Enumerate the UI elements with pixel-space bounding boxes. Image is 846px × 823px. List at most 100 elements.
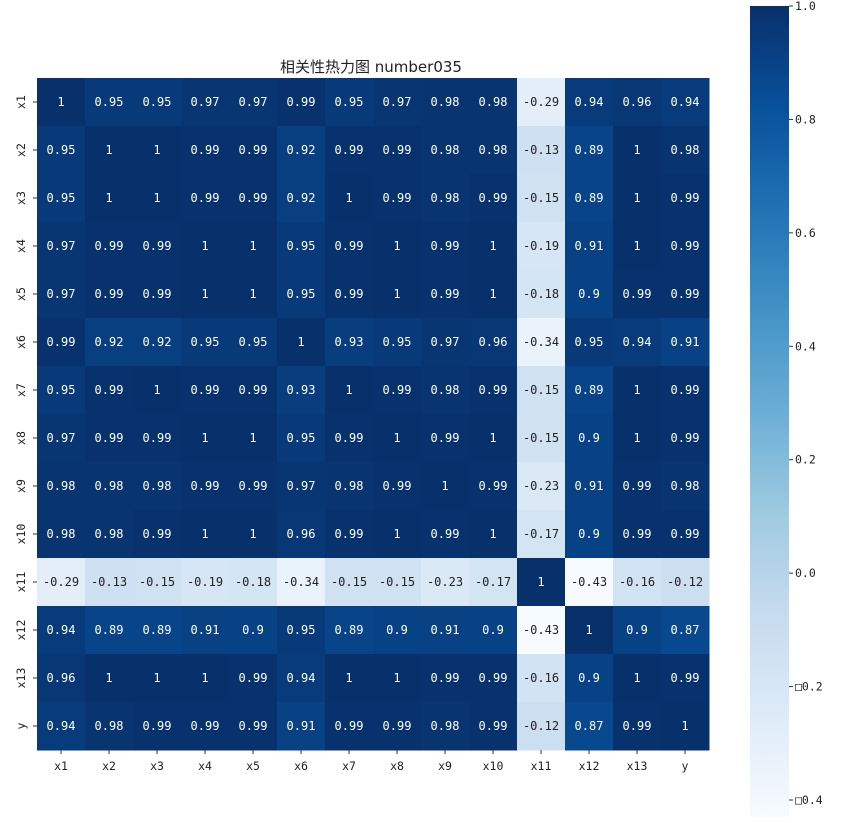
- heatmap-cell: [421, 510, 470, 559]
- cell-value-label: 1: [105, 143, 112, 157]
- cell-value-label: 0.99: [95, 239, 124, 253]
- heatmap-cell: [37, 558, 86, 607]
- heatmap-cell: [133, 462, 182, 511]
- heatmap-cell: [565, 126, 614, 175]
- cell-value-label: 0.99: [335, 719, 364, 733]
- heatmap-cell: [661, 510, 710, 559]
- cell-value-label: 0.99: [671, 527, 700, 541]
- colorbar-tick-label: 1.0: [795, 0, 816, 13]
- x-tick-label: x11: [531, 759, 552, 773]
- heatmap-cell: [181, 318, 230, 367]
- cell-value-label: -0.12: [667, 575, 703, 589]
- heatmap-cell: [37, 222, 86, 271]
- heatmap-cell: [373, 78, 422, 127]
- cell-value-label: 0.94: [47, 719, 76, 733]
- heatmap-cell: [613, 654, 662, 703]
- cell-value-label: 0.9: [626, 623, 648, 637]
- y-tick-label: x4: [14, 239, 28, 253]
- cell-value-label: 0.9: [386, 623, 408, 637]
- heatmap-cell: [565, 654, 614, 703]
- heatmap-cell: [517, 126, 566, 175]
- cell-value-label: 0.98: [671, 143, 700, 157]
- heatmap-cell: [325, 270, 374, 319]
- heatmap-cell: [85, 558, 134, 607]
- cell-value-label: 0.98: [95, 719, 124, 733]
- cell-value-label: -0.16: [619, 575, 655, 589]
- x-tick-label: x3: [150, 759, 164, 773]
- heatmap-cell: [277, 318, 326, 367]
- cell-value-label: 0.91: [671, 335, 700, 349]
- cell-value-label: 0.99: [335, 287, 364, 301]
- heatmap-cell: [517, 606, 566, 655]
- cell-value-label: 0.89: [335, 623, 364, 637]
- cell-value-label: -0.18: [523, 287, 559, 301]
- cell-value-label: 0.96: [479, 335, 508, 349]
- cell-value-label: 0.99: [143, 239, 172, 253]
- cell-value-label: 0.97: [431, 335, 460, 349]
- cell-value-label: 0.89: [95, 623, 124, 637]
- cell-value-label: 0.99: [479, 383, 508, 397]
- cell-value-label: 0.95: [575, 335, 604, 349]
- heatmap-cell: [37, 702, 86, 751]
- cell-value-label: 0.94: [575, 95, 604, 109]
- cell-value-label: 1: [153, 191, 160, 205]
- cell-value-label: 1: [633, 383, 640, 397]
- heatmap-cell: [421, 270, 470, 319]
- heatmap-cell: [613, 318, 662, 367]
- cell-value-label: 0.97: [47, 431, 76, 445]
- heatmap-cell: [661, 462, 710, 511]
- heatmap-cell: [85, 462, 134, 511]
- heatmap-cell: [661, 366, 710, 415]
- cell-value-label: 0.99: [671, 431, 700, 445]
- cell-value-label: 0.98: [431, 719, 460, 733]
- cell-value-label: 1: [57, 95, 64, 109]
- cell-value-label: 0.95: [287, 431, 316, 445]
- heatmap-cell: [613, 606, 662, 655]
- cell-value-label: 1: [585, 623, 592, 637]
- cell-value-label: 0.91: [191, 623, 220, 637]
- heatmap-cell: [661, 606, 710, 655]
- heatmap-cell: [325, 126, 374, 175]
- cell-value-label: 0.98: [143, 479, 172, 493]
- heatmap-cell: [469, 366, 518, 415]
- heatmap-cell: [613, 126, 662, 175]
- cell-value-label: 0.9: [578, 431, 600, 445]
- cell-value-label: 0.99: [383, 143, 412, 157]
- heatmap-cell: [85, 366, 134, 415]
- cell-value-label: 1: [201, 527, 208, 541]
- heatmap-cell: [661, 414, 710, 463]
- cell-value-label: 0.97: [239, 95, 268, 109]
- heatmap-cell: [421, 366, 470, 415]
- cell-value-label: 1: [153, 671, 160, 685]
- cell-value-label: 1: [633, 191, 640, 205]
- y-tick-label: x12: [14, 620, 28, 641]
- heatmap-cell: [565, 318, 614, 367]
- cell-value-label: 0.99: [431, 239, 460, 253]
- cell-value-label: 0.99: [143, 527, 172, 541]
- cell-value-label: -0.12: [523, 719, 559, 733]
- cell-value-label: 0.95: [335, 95, 364, 109]
- heatmap-cell: [325, 462, 374, 511]
- x-axis-ticks: x1 x2 x3 x4 x5 x6 x7 x8 x9 x10 x11 x12 x13 y: [54, 750, 689, 773]
- heatmap-cell: [421, 654, 470, 703]
- cell-value-label: 1: [249, 239, 256, 253]
- cell-value-label: -0.43: [571, 575, 607, 589]
- cell-value-label: 0.99: [383, 191, 412, 205]
- cell-value-label: 0.9: [242, 623, 264, 637]
- heatmap-cell: [133, 78, 182, 127]
- cell-value-label: 0.94: [671, 95, 700, 109]
- y-tick-label: x13: [14, 668, 28, 689]
- cell-value-label: 1: [201, 239, 208, 253]
- cell-value-label: 0.99: [431, 287, 460, 301]
- colorbar-tick-label: □0.2: [795, 680, 823, 694]
- cell-value-label: 0.96: [623, 95, 652, 109]
- heatmap-cell: [373, 366, 422, 415]
- cell-value-label: 0.94: [287, 671, 316, 685]
- heatmap-cell: [517, 270, 566, 319]
- heatmap-cell: [133, 366, 182, 415]
- heatmap-cell: [517, 654, 566, 703]
- heatmap-cell: [277, 654, 326, 703]
- cell-value-label: 0.99: [143, 287, 172, 301]
- x-tick-label: x6: [294, 759, 308, 773]
- cell-value-label: 0.99: [383, 719, 412, 733]
